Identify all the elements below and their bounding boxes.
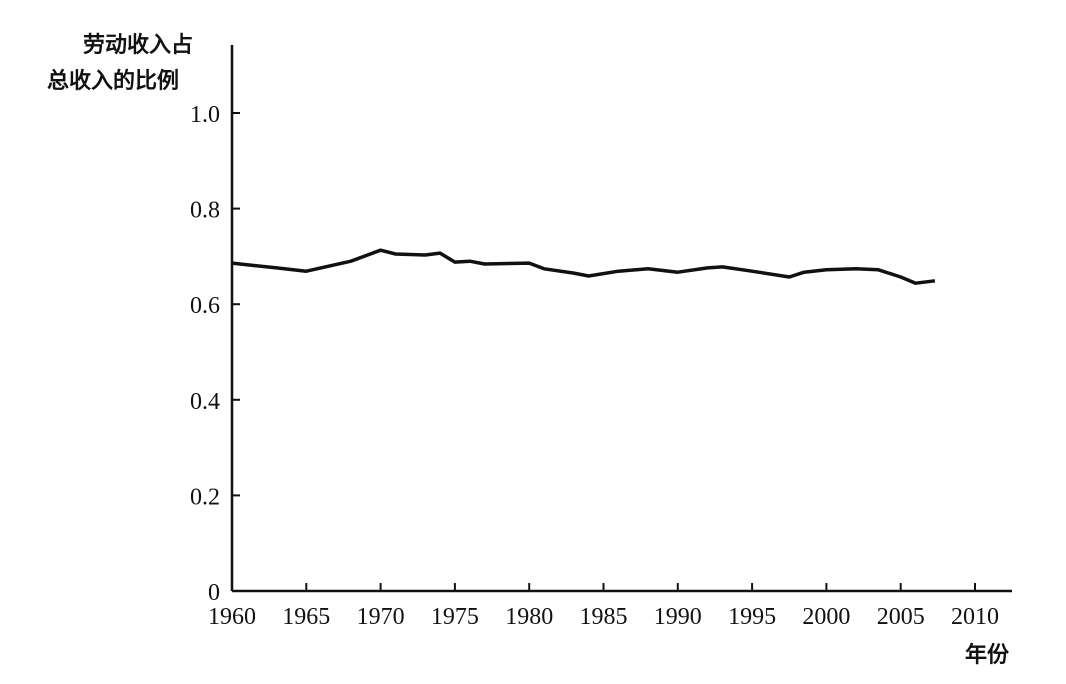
tick-labels: 1960 1965 1970 1975 1980 1985 1990 1995 2000 2005… xyxy=(190,102,999,630)
y-tick-label: 1.0 xyxy=(190,102,220,128)
x-tick-label: 1995 xyxy=(728,604,776,630)
y-tick-label: 0 xyxy=(208,580,220,606)
y-tick-label: 0.8 xyxy=(190,198,220,224)
x-tick-label: 1980 xyxy=(505,604,553,630)
x-axis-label: 年份 xyxy=(965,642,1010,668)
x-tick-label: 1990 xyxy=(654,604,702,630)
y-tick-label: 0.6 xyxy=(190,293,220,319)
x-tick-label: 2010 xyxy=(951,604,999,630)
y-axis-label-line2: 总收入的比例 xyxy=(47,68,179,94)
x-tick-label: 1965 xyxy=(282,604,330,630)
y-axis-label-line1: 劳动收入占 xyxy=(83,32,193,58)
x-tick-label: 1970 xyxy=(357,604,405,630)
x-tick-label: 2005 xyxy=(877,604,925,630)
y-tick-label: 0.4 xyxy=(190,389,220,415)
y-tick-label: 0.2 xyxy=(190,484,220,510)
axes xyxy=(230,45,1012,593)
series-line xyxy=(231,248,936,285)
x-tick-label: 2000 xyxy=(802,604,850,630)
x-tick-label: 1975 xyxy=(431,604,479,630)
x-tick-label: 1960 xyxy=(208,604,256,630)
x-tick-label: 1985 xyxy=(580,604,628,630)
